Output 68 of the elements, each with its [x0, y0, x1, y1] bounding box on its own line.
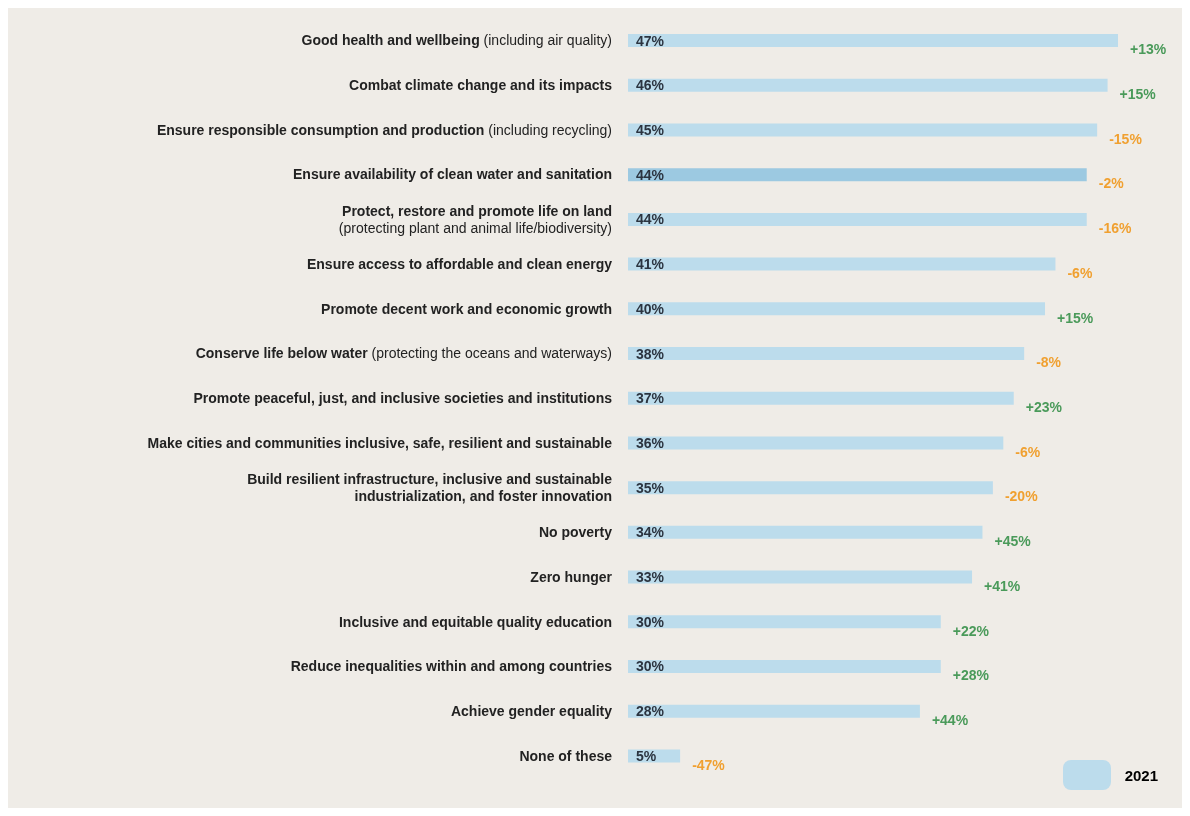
y-tick-label: Combat climate change and its impacts — [349, 77, 613, 94]
annotation: -6% — [1015, 443, 1041, 460]
data-label: 30% — [636, 613, 665, 630]
annotation: +15% — [1057, 309, 1094, 326]
y-tick-label: Inclusive and equitable quality education — [338, 613, 612, 630]
bar — [628, 615, 941, 629]
bar — [628, 302, 1046, 316]
bar — [628, 704, 920, 718]
bar — [628, 391, 1014, 405]
legend-label: 2021 — [1124, 766, 1158, 784]
annotation: +22% — [952, 622, 990, 639]
annotation: +45% — [994, 533, 1032, 550]
bar — [628, 34, 1118, 48]
annotation: -16% — [1098, 220, 1132, 237]
data-label: 40% — [636, 300, 665, 317]
y-tick-label: Conserve life below water (protecting the oceans and waterways) — [195, 345, 612, 362]
data-label: 30% — [636, 658, 665, 675]
data-label: 38% — [636, 345, 665, 362]
bar — [628, 78, 1108, 92]
y-tick-label: Protect, restore and promote life on land (protecting plant and animal life/biodiversity) — [338, 202, 612, 236]
bar — [628, 659, 941, 673]
annotation: +13% — [1130, 41, 1167, 58]
annotation: -2% — [1098, 175, 1125, 192]
data-label: 47% — [636, 32, 665, 49]
y-tick-label: Promote peaceful, just, and inclusive societies and institutions — [193, 390, 613, 406]
annotation: +28% — [952, 667, 990, 684]
annotation: +41% — [984, 577, 1021, 594]
data-label: 33% — [636, 569, 665, 586]
data-label: 46% — [636, 77, 665, 94]
annotation: +15% — [1119, 86, 1157, 103]
bar — [628, 257, 1056, 271]
y-tick-label: No poverty — [538, 524, 613, 541]
y-tick-label: Ensure access to affordable and clean energy — [306, 255, 613, 272]
data-label: 37% — [636, 390, 665, 407]
y-tick-label: Reduce inequalities within and among countries — [290, 658, 613, 675]
y-tick-label: Promote decent work and economic growth — [321, 300, 612, 317]
y-tick-label: Ensure responsible consumption and production (including recycling) — [156, 121, 612, 138]
data-label: 35% — [636, 479, 665, 496]
annotation: -20% — [1004, 488, 1039, 505]
bar — [628, 525, 983, 539]
data-label: 5% — [636, 747, 657, 764]
data-label: 45% — [636, 122, 665, 139]
y-tick-label: Achieve gender equality — [450, 702, 613, 719]
annotation: +44% — [931, 711, 969, 728]
y-tick-label: Ensure availability of clean water and sanitation — [293, 166, 612, 183]
bar — [628, 481, 993, 495]
annotation: -8% — [1036, 354, 1062, 371]
data-label: 34% — [636, 524, 665, 541]
y-tick-label: Make cities and communities inclusive, safe, resilient and sustainable — [147, 434, 613, 451]
bar — [628, 570, 973, 584]
y-tick-label: None of these — [519, 747, 613, 764]
data-label: 36% — [636, 434, 665, 451]
data-label: 44% — [636, 166, 665, 183]
y-tick-label: Build resilient infrastructure, inclusive and sustainable industrialization, and foster innovation — [247, 470, 613, 504]
bar — [628, 212, 1087, 226]
bar — [628, 436, 1004, 450]
bar — [628, 347, 1025, 361]
annotation: -47% — [692, 756, 726, 773]
data-label: 44% — [636, 211, 665, 228]
annotation: -15% — [1109, 130, 1143, 147]
y-tick-label: Good health and wellbeing (including air quality) — [301, 32, 612, 49]
bar — [628, 123, 1098, 137]
y-tick-label: Zero hunger — [530, 568, 613, 585]
bar — [628, 168, 1087, 182]
data-label: 28% — [636, 703, 665, 720]
annotation: -6% — [1067, 264, 1093, 281]
annotation: +23% — [1025, 399, 1063, 415]
data-label: 41% — [636, 256, 665, 273]
